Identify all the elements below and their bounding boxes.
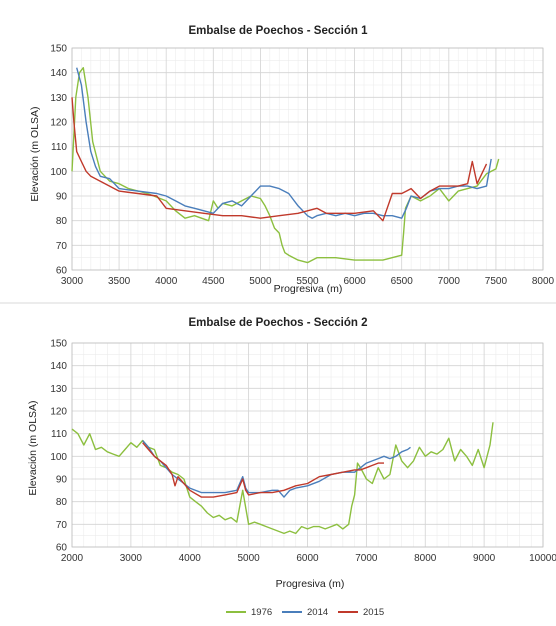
series-line-2015 xyxy=(142,442,384,498)
y-tick-label: 130 xyxy=(50,93,67,104)
legend-label-1976: 1976 xyxy=(251,607,272,618)
y-tick-label: 120 xyxy=(50,407,67,418)
y-tick-label: 140 xyxy=(50,68,67,79)
x-tick-label: 9000 xyxy=(473,553,496,564)
y-tick-label: 70 xyxy=(56,241,68,252)
y-tick-label: 150 xyxy=(50,339,67,350)
chart-2-series xyxy=(71,422,494,535)
chart-1-series xyxy=(71,66,500,264)
x-tick-label: 8000 xyxy=(532,276,555,287)
chart-2-title: Embalse de Poechos - Sección 2 xyxy=(189,317,368,329)
y-tick-label: 80 xyxy=(56,216,68,227)
chart-1-y-ticks: 60 70 80 90 100 110 120 130 140 150 xyxy=(50,44,67,277)
x-tick-label: 3000 xyxy=(61,276,84,287)
y-tick-label: 110 xyxy=(51,429,67,440)
y-tick-label: 120 xyxy=(50,118,67,129)
y-tick-label: 60 xyxy=(56,266,68,277)
chart-1-ylabel: Elevación (m OLSA) xyxy=(29,106,41,201)
chart-2-ylabel: Elevación (m OLSA) xyxy=(27,400,39,495)
chart-1-xlabel: Progresiva (m) xyxy=(274,283,343,295)
x-tick-label: 4500 xyxy=(202,276,225,287)
y-tick-label: 90 xyxy=(56,475,68,486)
y-tick-label: 80 xyxy=(56,497,68,508)
series-line-2015 xyxy=(71,97,488,222)
x-tick-label: 2000 xyxy=(61,553,84,564)
y-tick-label: 150 xyxy=(50,44,67,55)
chart-1-x-ticks: 3000 3500 4000 4500 5000 5500 6000 6500 7000 7500… xyxy=(61,276,555,287)
y-tick-label: 70 xyxy=(56,520,68,531)
chart-1-grid xyxy=(71,47,544,271)
x-tick-label: 6000 xyxy=(343,276,366,287)
x-tick-label: 5000 xyxy=(249,276,272,287)
legend-label-2014: 2014 xyxy=(307,607,328,618)
legend-item-2014: 2014 xyxy=(282,607,328,618)
series-line-1976 xyxy=(71,66,500,264)
x-tick-label: 6500 xyxy=(391,276,414,287)
x-tick-label: 4000 xyxy=(179,553,202,564)
y-tick-label: 100 xyxy=(50,452,67,463)
x-tick-label: 7000 xyxy=(355,553,378,564)
x-tick-label: 3500 xyxy=(108,276,131,287)
chart-2-y-ticks: 60 70 80 90 100 110 120 130 140 150 xyxy=(50,339,67,554)
y-tick-label: 100 xyxy=(50,167,67,178)
x-tick-label: 3000 xyxy=(120,553,143,564)
x-tick-label: 7500 xyxy=(485,276,508,287)
series-line-2014 xyxy=(142,440,411,498)
x-tick-label: 4000 xyxy=(155,276,178,287)
series-line-1976 xyxy=(71,422,494,535)
x-tick-label: 5500 xyxy=(296,276,319,287)
x-tick-label: 5000 xyxy=(238,553,261,564)
x-tick-label: 7000 xyxy=(438,276,461,287)
chart-seccion-2: Embalse de Poechos - Sección 2 60 70 80 90 1… xyxy=(27,317,556,590)
chart-seccion-1: Embalse de Poechos - Sección 1 60 70 80 90 1… xyxy=(29,25,555,295)
legend: 1976 2014 2015 xyxy=(226,607,384,618)
x-tick-label: 6000 xyxy=(296,553,319,564)
y-tick-label: 110 xyxy=(51,142,67,153)
legend-label-2015: 2015 xyxy=(363,607,384,618)
y-tick-label: 60 xyxy=(56,543,68,554)
chart-2-xlabel: Progresiva (m) xyxy=(276,578,345,590)
legend-item-2015: 2015 xyxy=(338,607,384,618)
x-tick-label: 10000 xyxy=(529,553,556,564)
chart-1-title: Embalse de Poechos - Sección 1 xyxy=(189,25,369,37)
y-tick-label: 140 xyxy=(50,361,67,372)
x-tick-label: 8000 xyxy=(414,553,437,564)
chart-2-x-ticks: 2000 3000 4000 5000 6000 7000 8000 9000 10000 xyxy=(61,553,556,564)
y-tick-label: 90 xyxy=(56,192,68,203)
chart-2-plot-frame xyxy=(71,342,544,548)
legend-item-1976: 1976 xyxy=(226,607,272,618)
y-tick-label: 130 xyxy=(50,384,67,395)
chart-2-grid xyxy=(71,342,544,548)
